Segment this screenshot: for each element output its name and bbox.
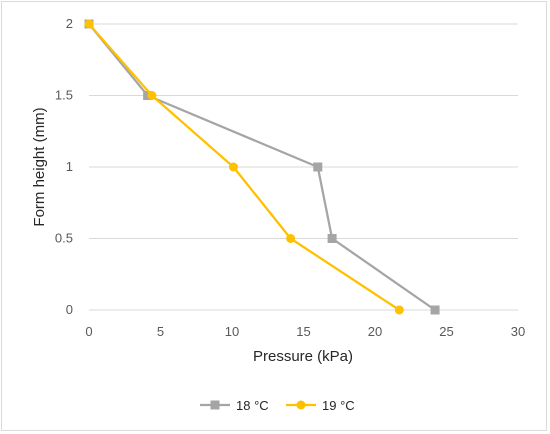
legend-marker bbox=[210, 400, 220, 410]
data-point-marker bbox=[327, 234, 337, 243]
x-tick-label: 10 bbox=[225, 324, 239, 339]
data-point-marker bbox=[147, 91, 157, 100]
data-series bbox=[84, 19, 440, 315]
data-point-marker bbox=[313, 162, 323, 172]
x-tick-label: 30 bbox=[511, 324, 525, 339]
x-tick-label: 20 bbox=[368, 324, 382, 339]
x-tick-label: 0 bbox=[85, 324, 92, 339]
data-point-marker bbox=[430, 305, 440, 315]
data-point-marker bbox=[286, 234, 296, 243]
legend-label: 19 °C bbox=[322, 398, 355, 413]
legend-item: 19 °C bbox=[286, 398, 355, 413]
x-tick-labels: 0 5 10 15 20 25 30 bbox=[85, 324, 525, 339]
legend: 18 °C 19 °C bbox=[200, 398, 355, 413]
x-tick-label: 5 bbox=[157, 324, 164, 339]
series-1 bbox=[84, 19, 404, 315]
data-point-marker bbox=[228, 162, 238, 172]
legend-item: 18 °C bbox=[200, 398, 269, 413]
y-axis-title: Form height (mm) bbox=[31, 107, 48, 226]
legend-label: 18 °C bbox=[236, 398, 269, 413]
gridlines bbox=[89, 23, 518, 311]
x-tick-label: 25 bbox=[439, 324, 453, 339]
y-tick-label: 0.5 bbox=[55, 231, 73, 246]
x-axis-title: Pressure (kPa) bbox=[253, 348, 353, 365]
data-point-marker bbox=[84, 19, 94, 29]
y-tick-labels: 0 0.5 1 1.5 2 bbox=[55, 16, 73, 317]
data-point-marker bbox=[394, 305, 404, 315]
legend-marker bbox=[296, 400, 306, 410]
x-tick-label: 15 bbox=[296, 324, 310, 339]
y-tick-label: 1 bbox=[66, 159, 73, 174]
y-tick-label: 2 bbox=[66, 16, 73, 31]
y-tick-label: 1.5 bbox=[55, 88, 73, 103]
y-tick-label: 0 bbox=[66, 302, 73, 317]
